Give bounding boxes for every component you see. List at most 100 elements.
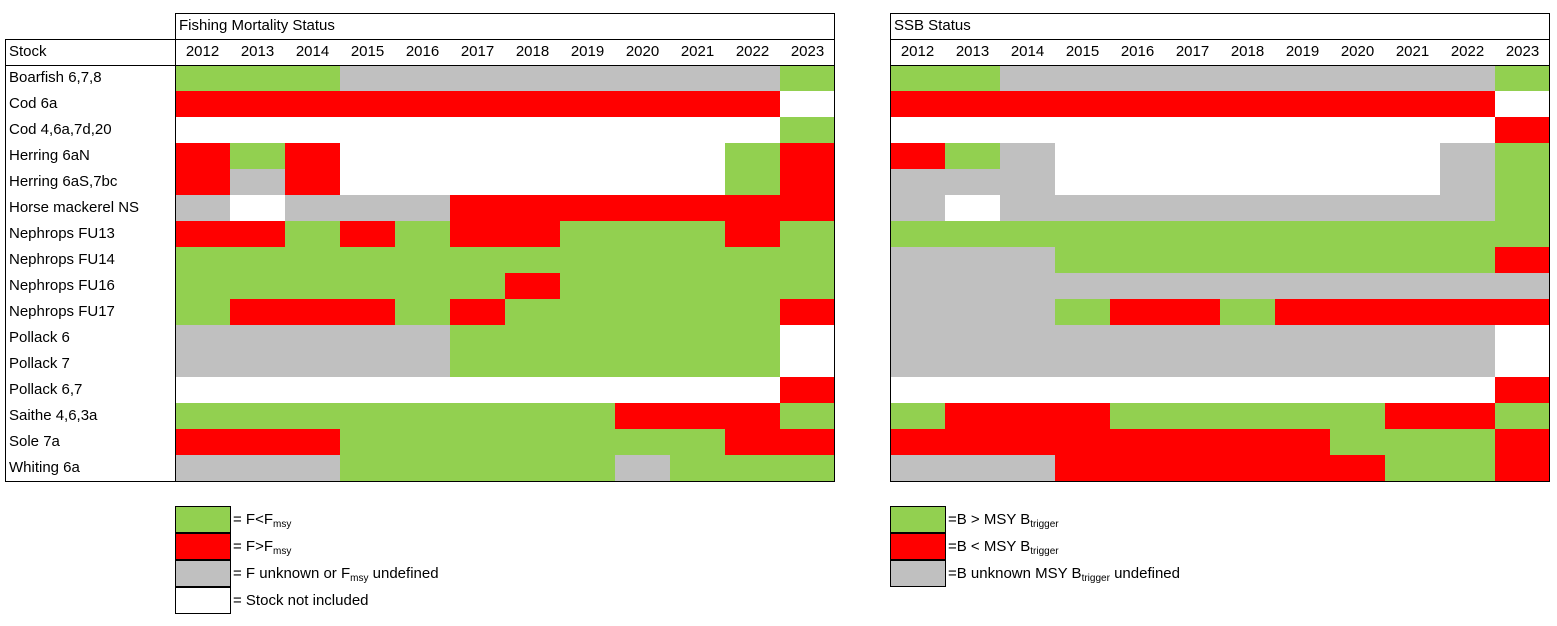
status-cell: [1000, 299, 1055, 325]
status-cell: [285, 65, 340, 91]
table-border: [890, 65, 1550, 66]
status-cell: [670, 221, 725, 247]
status-cell: [1055, 299, 1110, 325]
status-cell: [1110, 429, 1165, 455]
status-cell: [230, 91, 285, 117]
status-cell: [340, 455, 395, 481]
status-cell: [1495, 91, 1550, 117]
legend-swatch: [890, 533, 946, 560]
status-cell: [1440, 247, 1495, 273]
status-cell: [560, 351, 615, 377]
status-cell: [1055, 91, 1110, 117]
legend-label: = F<Fmsy: [233, 511, 292, 530]
year-header: 2020: [625, 43, 660, 60]
year-header: 2022: [735, 43, 770, 60]
status-cell: [230, 143, 285, 169]
status-cell: [615, 299, 670, 325]
status-cell: [1385, 117, 1440, 143]
stock-name-label: Nephrops FU13: [9, 225, 115, 242]
status-cell: [1165, 351, 1220, 377]
year-header: 2021: [680, 43, 715, 60]
legend-label: =B > MSY Btrigger: [948, 511, 1059, 530]
status-cell: [505, 403, 560, 429]
status-cell: [1110, 169, 1165, 195]
status-cell: [945, 429, 1000, 455]
status-cell: [780, 429, 835, 455]
status-cell: [670, 403, 725, 429]
status-cell: [890, 65, 945, 91]
status-cell: [945, 117, 1000, 143]
year-header: 2018: [515, 43, 550, 60]
status-cell: [450, 299, 505, 325]
status-cell: [670, 377, 725, 403]
status-cell: [890, 299, 945, 325]
status-cell: [395, 377, 450, 403]
table-border: [175, 13, 176, 482]
status-cell: [285, 195, 340, 221]
status-cell: [175, 169, 230, 195]
status-cell: [505, 299, 560, 325]
status-cell: [505, 325, 560, 351]
table-border: [890, 13, 1550, 14]
status-cell: [670, 247, 725, 273]
status-cell: [1165, 143, 1220, 169]
status-cell: [890, 169, 945, 195]
status-cell: [890, 403, 945, 429]
status-cell: [945, 143, 1000, 169]
status-cell: [1440, 403, 1495, 429]
status-cell: [395, 351, 450, 377]
status-cell: [1495, 377, 1550, 403]
status-cell: [450, 117, 505, 143]
status-cell: [1275, 117, 1330, 143]
status-cell: [285, 143, 340, 169]
status-cell: [725, 169, 780, 195]
status-cell: [670, 429, 725, 455]
status-cell: [1440, 351, 1495, 377]
status-cell: [450, 195, 505, 221]
status-cell: [450, 273, 505, 299]
status-cell: [1495, 403, 1550, 429]
status-cell: [1330, 429, 1385, 455]
status-cell: [1110, 221, 1165, 247]
status-cell: [175, 455, 230, 481]
status-cell: [1385, 221, 1440, 247]
status-cell: [505, 429, 560, 455]
status-cell: [230, 273, 285, 299]
status-cell: [1055, 247, 1110, 273]
status-cell: [1000, 455, 1055, 481]
status-cell: [615, 429, 670, 455]
status-cell: [230, 429, 285, 455]
status-cell: [945, 299, 1000, 325]
status-cell: [560, 325, 615, 351]
status-cell: [890, 117, 945, 143]
status-cell: [615, 247, 670, 273]
stock-name-label: Nephrops FU16: [9, 277, 115, 294]
status-cell: [340, 377, 395, 403]
status-cell: [505, 169, 560, 195]
status-cell: [1000, 429, 1055, 455]
status-cell: [1055, 221, 1110, 247]
legend-label: =B unknown MSY Btrigger undefined: [948, 565, 1180, 584]
status-cell: [450, 91, 505, 117]
status-cell: [780, 403, 835, 429]
status-cell: [395, 403, 450, 429]
status-cell: [780, 455, 835, 481]
status-cell: [1165, 169, 1220, 195]
status-cell: [230, 455, 285, 481]
status-cell: [285, 221, 340, 247]
status-cell: [395, 247, 450, 273]
status-cell: [1275, 247, 1330, 273]
table-border: [5, 481, 835, 482]
status-cell: [1495, 221, 1550, 247]
status-cell: [1330, 351, 1385, 377]
status-cell: [1275, 325, 1330, 351]
status-cell: [1330, 195, 1385, 221]
status-cell: [1055, 65, 1110, 91]
status-cell: [1220, 351, 1275, 377]
status-cell: [1440, 117, 1495, 143]
status-cell: [285, 429, 340, 455]
status-cell: [1495, 351, 1550, 377]
status-cell: [505, 91, 560, 117]
status-cell: [395, 91, 450, 117]
status-cell: [395, 325, 450, 351]
